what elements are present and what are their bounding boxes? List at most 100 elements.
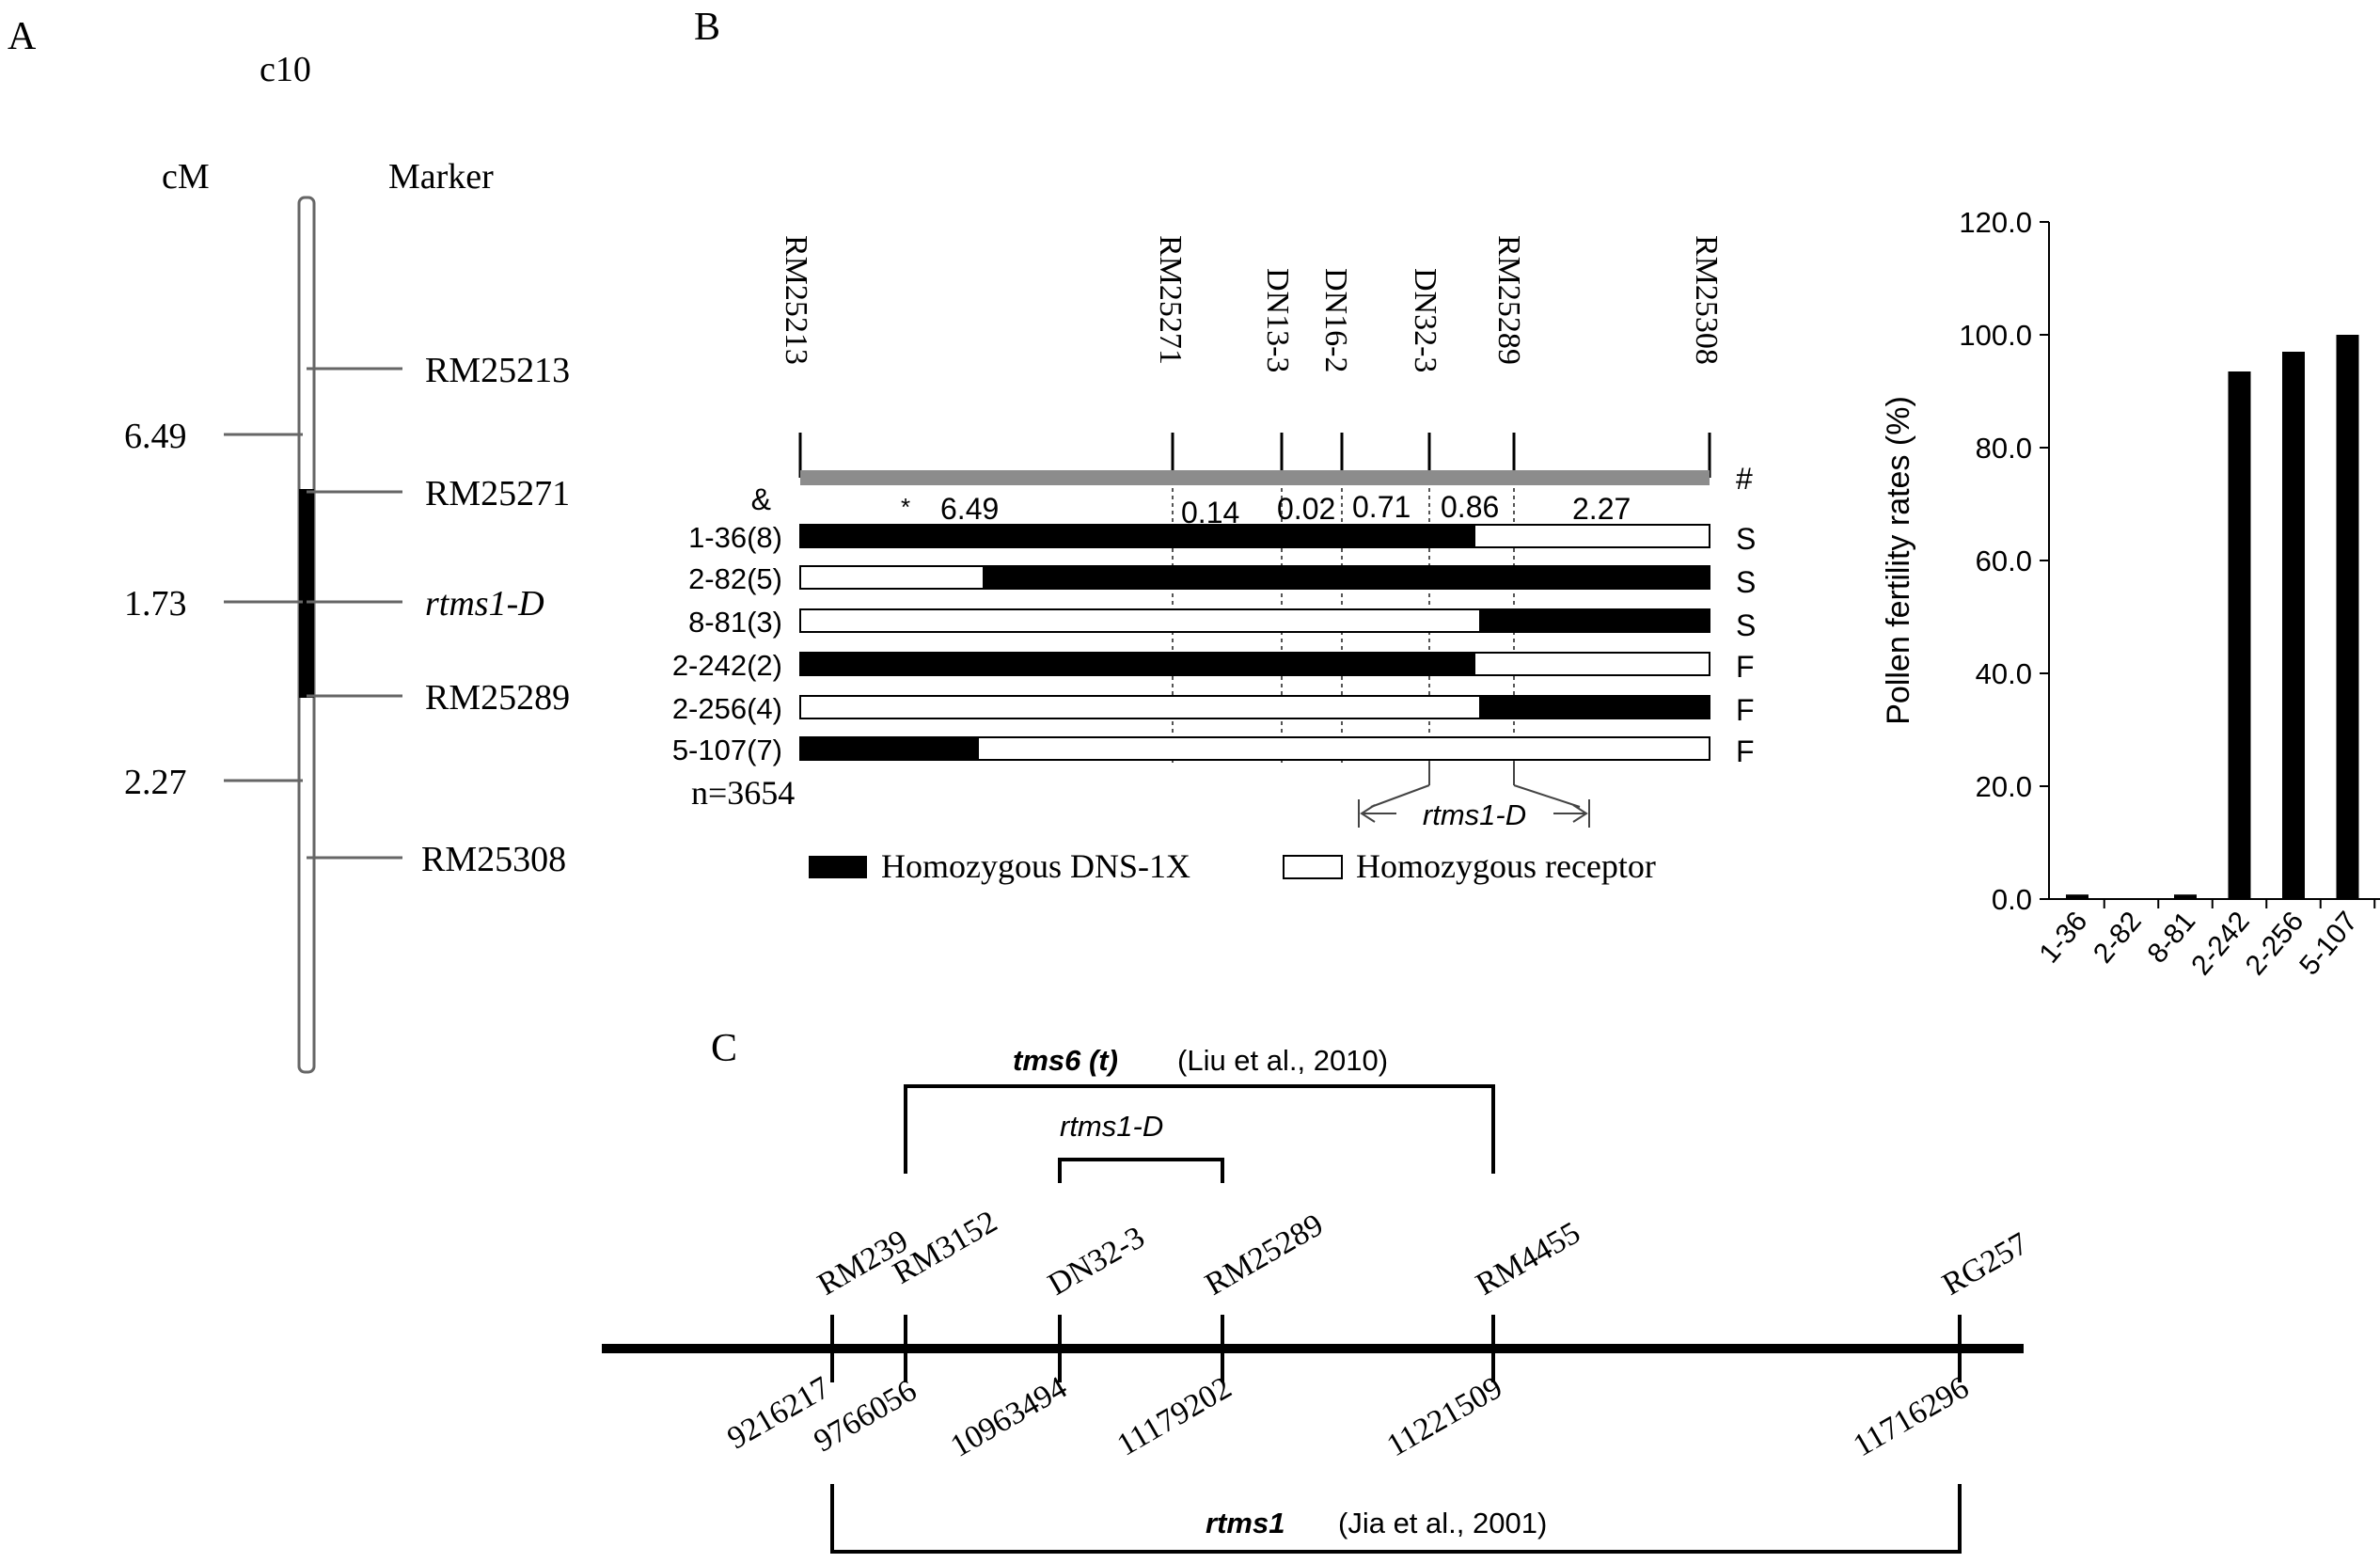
x-tick-label-2-242: 2-242 [2185,906,2256,981]
marker-rm25308: RM25308 [421,840,566,879]
map-marker-rm4455: RM4455 [1471,1215,1586,1302]
chart-y-ticks: 0.0 20.0 40.0 60.0 80.0 100.0 120.0 [1959,206,2049,916]
gray-ruler-bar [800,470,1710,485]
x-tick-label-2-256: 2-256 [2240,906,2310,981]
interval-0-71: 0.71 [1352,490,1411,524]
bar-5-107 [2336,335,2359,899]
chromosome-diagram [224,196,402,1074]
bar-2-256 [2282,352,2305,899]
y-tick-label: 120.0 [1959,206,2032,239]
panel-a-label: A [8,15,37,58]
genotype-black-segment [800,653,1475,675]
bar-1-36 [2066,894,2088,899]
phenotype-5-107: F [1736,734,1755,768]
interval-2-27: 2.27 [1572,492,1631,526]
marker-rtms1-d: rtms1-D [425,584,544,624]
chart-y-label: Pollen fertility rates (%) [1881,396,1916,725]
star-symbol: * [901,493,910,521]
marker-label-rm25213: RM25213 [779,235,813,365]
row-label-2-82: 2-82(5) [688,562,782,595]
locus-label: rtms1-D [1423,798,1526,831]
marker-label-rm25308: RM25308 [1689,235,1724,365]
y-tick-label: 100.0 [1959,319,2032,352]
map-position-11221509: 11221509 [1381,1370,1508,1463]
panel-c-label: C [711,1027,737,1070]
distance-2-27: 2.27 [124,763,187,802]
genetic-ruler [798,433,1711,485]
interval-0-86: 0.86 [1441,490,1499,524]
bar-2-242 [2228,371,2251,899]
genotype-black-segment [800,525,1475,547]
rtms1-d-label: rtms1-D [1060,1110,1163,1143]
chromosome-label: c10 [260,50,311,89]
marker-rm25271: RM25271 [425,474,570,513]
marker-label-dn32-3: DN32-3 [1408,268,1442,372]
pollen-fertility-chart: Pollen fertility rates (%) 0.0 20.0 40.0 60… [1881,206,2380,981]
phenotype-8-81: S [1736,608,1756,642]
y-tick-label: 80.0 [1976,432,2032,465]
legend-black-swatch [809,856,867,878]
genotype-black-segment [983,566,1710,589]
row-label-5-107: 5-107(7) [672,734,782,766]
x-tick-label-2-82: 2-82 [2088,906,2148,969]
interval-lead [1513,784,1581,808]
genotype-black-segment [800,737,979,760]
marker-label-dn16-2: DN16-2 [1318,268,1353,372]
row-label-2-256: 2-256(4) [672,692,782,725]
hash-symbol: # [1736,462,1753,496]
marker-label-rm25271: RM25271 [1153,235,1188,365]
rtms1-locus-name: rtms1 [1206,1507,1285,1539]
marker-rm25213: RM25213 [425,351,570,390]
phenotype-2-242: F [1736,650,1755,684]
cm-header: cM [162,157,210,197]
map-marker-rm25289: RM25289 [1200,1208,1330,1302]
genotype-rows [799,524,1710,761]
interval-arrowhead [1572,804,1588,823]
panel-b-label: B [694,6,720,49]
marker-header: Marker [388,157,494,197]
tms6-locus-name: tms6 (t) [1013,1044,1118,1077]
chart-bars [2066,335,2359,899]
physical-map-ticks [830,1315,1962,1382]
map-position-11716296: 11716296 [1848,1370,1975,1463]
genotype-black-segment [1479,696,1710,718]
phenotype-2-256: F [1736,693,1755,727]
tms6-reference: (Liu et al., 2010) [1177,1044,1388,1077]
interval-lead [1370,784,1430,808]
rtms1-d-bracket [1058,1158,1224,1183]
x-tick-label-5-107: 5-107 [2293,906,2364,981]
map-position-11179202: 11179202 [1111,1370,1237,1463]
y-tick-label: 20.0 [1976,770,2032,803]
bar-8-81 [2174,894,2197,899]
map-marker-rg257: RG257 [1937,1226,2035,1302]
row-label-8-81: 8-81(3) [688,606,782,639]
interval-0-02: 0.02 [1277,492,1335,526]
row-label-1-36: 1-36(8) [688,521,782,554]
legend-black-label: Homozygous DNS-1X [881,847,1190,885]
marker-rm25289: RM25289 [425,678,570,718]
phenotype-2-82: S [1736,565,1756,599]
map-marker-dn32-3: DN32-3 [1043,1220,1151,1302]
rtms1-reference: (Jia et al., 2001) [1338,1507,1547,1539]
interval-arrowhead [1360,804,1376,823]
rtms1-bracket [830,1484,1962,1554]
population-size: n=3654 [691,774,795,812]
rtms1-d-interval [1358,762,1590,828]
legend-white-swatch [1283,855,1343,879]
tms6-bracket [904,1084,1495,1174]
marker-label-dn13-3: DN13-3 [1260,268,1295,372]
distance-6-49: 6.49 [124,417,187,456]
distance-1-73: 1.73 [124,584,187,624]
amp-symbol: & [751,482,771,516]
y-tick-label: 60.0 [1976,545,2032,577]
x-tick-label-1-36: 1-36 [2033,906,2093,969]
legend-white-label: Homozygous receptor [1356,847,1656,885]
y-tick-label: 0.0 [1992,883,2032,916]
marker-label-rm25289: RM25289 [1491,235,1526,365]
phenotype-1-36: S [1736,522,1756,556]
map-position-10963494: 10963494 [945,1370,1073,1464]
y-tick-label: 40.0 [1976,657,2032,690]
row-label-2-242: 2-242(2) [672,649,782,682]
